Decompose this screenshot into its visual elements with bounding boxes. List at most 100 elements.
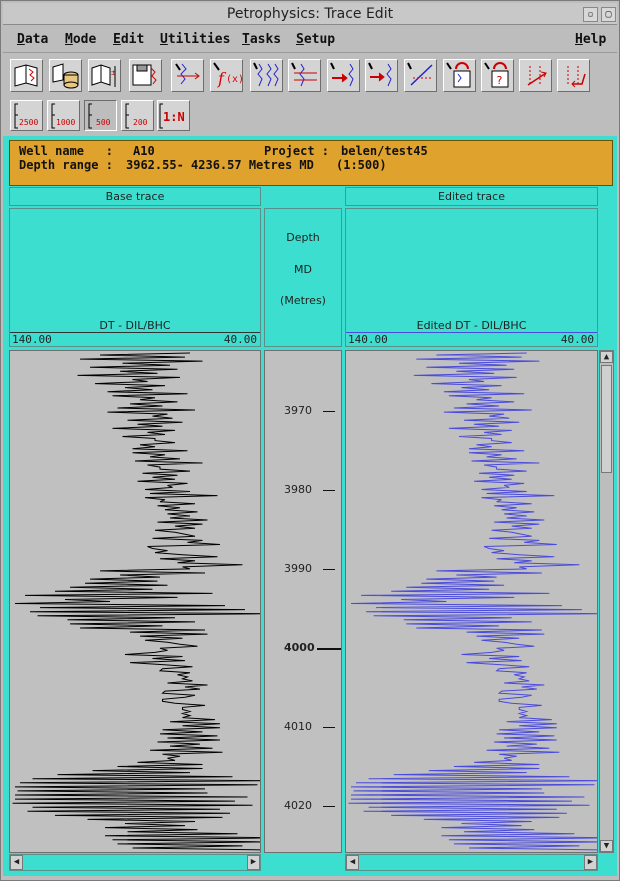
depth-tick-label: 4020	[284, 799, 312, 812]
undo-query-button[interactable]: ?	[481, 59, 514, 92]
load-multi-trace-icon: ±	[91, 64, 116, 87]
edited-trace-svg	[348, 352, 597, 851]
svg-text:1000: 1000	[56, 118, 75, 127]
edited-scroll-right[interactable]: ▶	[584, 855, 597, 870]
load-trace-icon	[14, 64, 38, 87]
function-fx-icon: f(x)	[213, 62, 242, 88]
depth-tick-label: 3980	[284, 483, 312, 496]
base-trace-header: DT - DIL/BHC 140.00 40.00	[9, 208, 261, 347]
menu-data[interactable]: Data	[17, 32, 49, 47]
base-scroll-right[interactable]: ▶	[247, 855, 260, 870]
edited-range-right: 40.00	[560, 333, 594, 346]
depth-tick-label: 4000	[284, 641, 315, 654]
menu-tasks[interactable]: Tasks	[242, 32, 282, 47]
base-trace-curve	[12, 352, 260, 851]
edited-scroll-left[interactable]: ◀	[346, 855, 359, 870]
edited-trace-range: 140.00 40.00	[346, 332, 597, 346]
depth-track: 3970 3980 3990 4000 4010 4020	[264, 350, 342, 853]
scale-500-icon: 500	[88, 103, 111, 129]
scroll-thumb[interactable]	[601, 365, 612, 473]
svg-text:±: ±	[111, 68, 116, 77]
base-trace-svg	[12, 352, 260, 851]
depth-header-line2: MD	[294, 263, 312, 276]
save-trace-button[interactable]	[129, 59, 162, 92]
menu-edit[interactable]: Edit	[113, 32, 145, 47]
draw-line-icon	[407, 62, 433, 86]
base-trace-name: DT - DIL/BHC	[99, 319, 171, 332]
depth-header: Depth MD (Metres)	[264, 208, 342, 347]
base-trace-range: 140.00 40.00	[10, 332, 260, 346]
scale-500-button[interactable]: 500	[84, 100, 117, 131]
base-trace-plot[interactable]	[9, 350, 261, 853]
splice-trace-button[interactable]	[250, 59, 283, 92]
svg-text:(x): (x)	[226, 74, 242, 85]
edited-trace-header: Edited DT - DIL/BHC 140.00 40.00	[345, 208, 598, 347]
load-database-icon	[52, 63, 79, 89]
scale-value: (1:500)	[336, 158, 387, 172]
scale-2500-button[interactable]: 2500	[10, 100, 43, 131]
scroll-up-arrow[interactable]: ▲	[600, 351, 613, 363]
menu-utilities[interactable]: Utilities	[160, 32, 231, 47]
svg-text:2500: 2500	[19, 118, 38, 127]
points-down-button[interactable]	[557, 59, 590, 92]
depth-tick-mark	[323, 569, 335, 570]
edited-trace-plot[interactable]	[345, 350, 598, 853]
scale-1n-icon: 1:N	[159, 103, 185, 129]
load-database-button[interactable]	[49, 59, 82, 92]
base-scroll-left[interactable]: ◀	[10, 855, 23, 870]
scale-200-button[interactable]: 200	[121, 100, 154, 131]
baseline-trace-button[interactable]	[288, 59, 321, 92]
scale-200-icon: 200	[125, 103, 148, 129]
shift-trace-button[interactable]	[171, 59, 204, 92]
baseline-trace-icon	[291, 62, 317, 87]
base-hscrollbar[interactable]: ◀ ▶	[9, 854, 261, 871]
function-fx-button[interactable]: f(x)	[210, 59, 243, 92]
menu-help[interactable]: Help	[575, 32, 607, 47]
undo-edit-icon	[446, 62, 471, 88]
load-trace-button[interactable]	[10, 59, 43, 92]
depth-range-value: 3962.55- 4236.57 Metres MD	[126, 158, 314, 172]
svg-text:500: 500	[96, 118, 111, 127]
base-range-right: 40.00	[223, 333, 257, 346]
title-bar: Petrophysics: Trace Edit ▫ ▢	[3, 3, 617, 25]
undo-query-icon: ?	[484, 62, 509, 88]
well-name-label: Well name :	[19, 144, 113, 158]
depth-header-line3: (Metres)	[280, 294, 326, 307]
scale-1000-icon: 1000	[51, 103, 75, 129]
menu-setup[interactable]: Setup	[296, 32, 336, 47]
base-range-left: 140.00	[12, 333, 52, 346]
undo-edit-button[interactable]	[443, 59, 476, 92]
depth-tick-label: 4010	[284, 720, 312, 733]
depth-shift-icon	[330, 62, 354, 87]
draw-line-button[interactable]	[404, 59, 437, 92]
depth-shift-button[interactable]	[327, 59, 360, 92]
menu-bar: Data Mode Edit Utilities Tasks Setup Hel…	[3, 27, 617, 53]
base-trace-title: Base trace	[9, 187, 261, 206]
depth-tick-mark	[323, 727, 335, 728]
project-value: belen/test45	[341, 144, 428, 158]
edited-hscrollbar[interactable]: ◀ ▶	[345, 854, 598, 871]
splice-trace-icon	[253, 62, 279, 87]
maximize-button[interactable]: ▢	[601, 7, 616, 22]
menu-mode[interactable]: Mode	[65, 32, 97, 47]
edited-range-left: 140.00	[348, 333, 388, 346]
scroll-down-arrow[interactable]: ▼	[600, 840, 613, 852]
svg-text:1:N: 1:N	[163, 110, 185, 124]
patch-trace-button[interactable]	[365, 59, 398, 92]
depth-tick-label: 3970	[284, 404, 312, 417]
edited-trace-title: Edited trace	[345, 187, 598, 206]
points-up-button[interactable]	[519, 59, 552, 92]
minimize-button[interactable]: ▫	[583, 7, 598, 22]
vertical-scrollbar[interactable]: ▲ ▼	[599, 350, 614, 853]
depth-tick-label: 3990	[284, 562, 312, 575]
depth-header-line1: Depth	[286, 231, 320, 244]
save-trace-icon	[132, 64, 157, 86]
points-down-icon	[567, 66, 586, 88]
scale-1000-button[interactable]: 1000	[47, 100, 80, 131]
load-multi-trace-button[interactable]: ±	[88, 59, 121, 92]
scale-1n-button[interactable]: 1:N	[157, 100, 190, 131]
depth-tick-mark	[323, 411, 335, 412]
well-info-bar: Well name : A10 Project : belen/test45 D…	[9, 140, 613, 186]
points-up-icon	[527, 66, 547, 86]
